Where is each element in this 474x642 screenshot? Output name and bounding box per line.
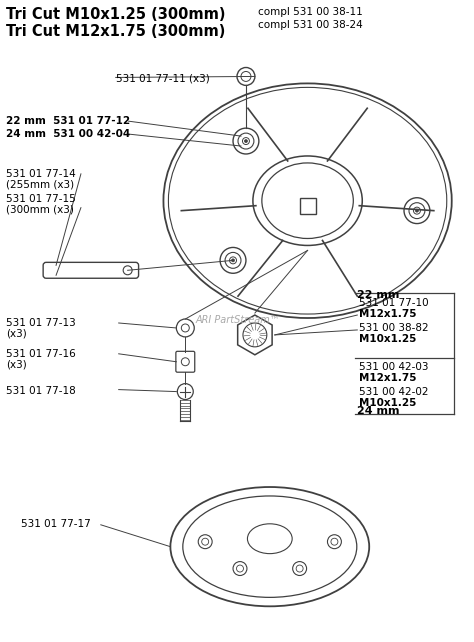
Text: 531 01 77-11 (x3): 531 01 77-11 (x3)	[116, 73, 210, 83]
Text: 531 01 77-17: 531 01 77-17	[21, 519, 91, 529]
Text: M12x1.75: M12x1.75	[359, 309, 417, 319]
Text: ARI PartStream™: ARI PartStream™	[195, 315, 280, 325]
Text: 531 01 77-14: 531 01 77-14	[6, 169, 76, 179]
Text: 22 mm: 22 mm	[357, 290, 400, 300]
Text: 531 01 77-18: 531 01 77-18	[6, 386, 76, 395]
Text: M12x1.75: M12x1.75	[359, 373, 417, 383]
Text: M10x1.25: M10x1.25	[359, 397, 417, 408]
Text: 24 mm: 24 mm	[357, 406, 400, 415]
Text: 531 01 77-15: 531 01 77-15	[6, 194, 76, 204]
Text: 24 mm  531 00 42-04: 24 mm 531 00 42-04	[6, 129, 131, 139]
Text: (x3): (x3)	[6, 360, 27, 370]
Text: 22 mm  531 01 77-12: 22 mm 531 01 77-12	[6, 116, 130, 126]
Circle shape	[245, 139, 247, 143]
Text: 531 01 77-16: 531 01 77-16	[6, 349, 76, 359]
Text: Tri Cut M10x1.25 (300mm): Tri Cut M10x1.25 (300mm)	[6, 7, 226, 22]
Text: (300mm (x3): (300mm (x3)	[6, 205, 74, 214]
Text: Tri Cut M12x1.75 (300mm): Tri Cut M12x1.75 (300mm)	[6, 24, 226, 39]
Text: compl 531 00 38-24: compl 531 00 38-24	[258, 20, 363, 30]
Text: 531 00 38-82: 531 00 38-82	[359, 323, 429, 333]
Text: compl 531 00 38-11: compl 531 00 38-11	[258, 7, 363, 17]
Text: 531 00 42-03: 531 00 42-03	[359, 361, 429, 372]
Text: (x3): (x3)	[6, 329, 27, 339]
Text: 531 01 77-13: 531 01 77-13	[6, 318, 76, 328]
Circle shape	[415, 209, 419, 212]
Circle shape	[231, 259, 235, 262]
Text: 531 00 42-02: 531 00 42-02	[359, 386, 429, 397]
Text: (255mm (x3): (255mm (x3)	[6, 180, 74, 190]
Text: M10x1.25: M10x1.25	[359, 334, 417, 344]
Text: 531 01 77-10: 531 01 77-10	[359, 298, 429, 308]
